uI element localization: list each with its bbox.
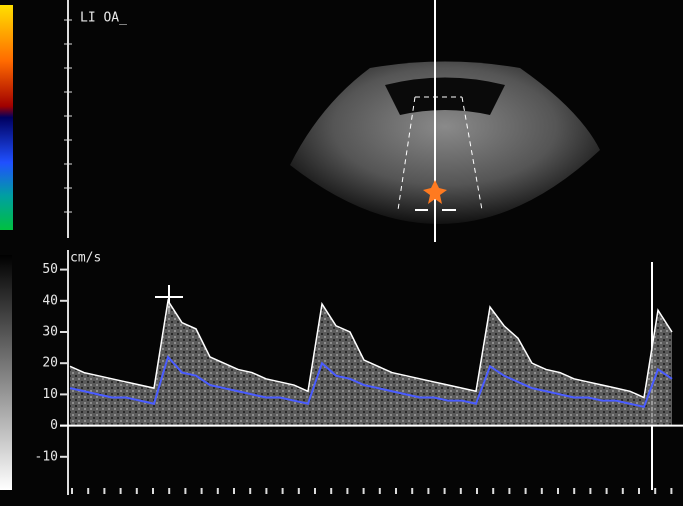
- color-bar: [0, 5, 13, 230]
- y-tick-label: 50: [42, 262, 58, 277]
- gray-bar: [0, 255, 12, 490]
- y-tick-label: -10: [35, 449, 58, 464]
- y-tick-label: 0: [50, 418, 58, 433]
- unit-label: cm/s: [70, 251, 101, 266]
- vessel: [385, 78, 505, 116]
- y-tick-label: 20: [42, 356, 58, 371]
- study-label: LI OA_: [80, 11, 127, 26]
- ultrasound-screen: LI OA_ cm/s 50 40 30 20 10 0 -10: [0, 0, 683, 506]
- background: [0, 0, 683, 506]
- y-tick-label: 30: [42, 325, 58, 340]
- y-tick-label: 40: [42, 293, 58, 308]
- y-tick-label: 10: [42, 387, 58, 402]
